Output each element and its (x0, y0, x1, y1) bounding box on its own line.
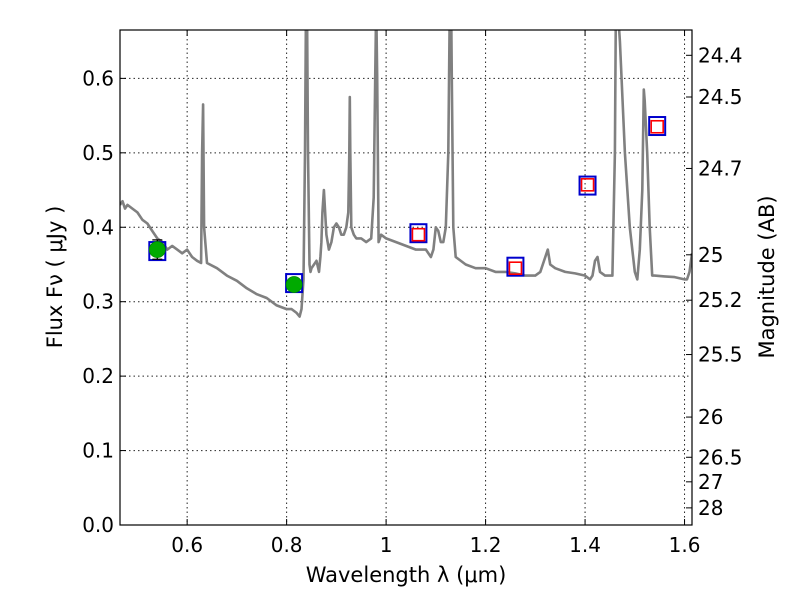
x-tick-label: 1.4 (569, 533, 601, 557)
tick-layer: 0.6 0.8 1 1.2 1.4 1.6 0.0 0.1 0.2 0.3 0.4 0.5 0.6 24.… (82, 30, 743, 557)
y-tick-label: 0.5 (82, 141, 114, 165)
x-tick-label: 1.2 (470, 533, 502, 557)
data-layer (120, 30, 692, 318)
model-photometry-square (578, 175, 597, 196)
x-tick-label: 1.6 (669, 533, 701, 557)
grid-layer (120, 30, 692, 526)
model-photometry-square (506, 256, 525, 277)
x-tick-label: 1 (380, 533, 393, 557)
x-tick-label: 0.6 (171, 533, 203, 557)
y-tick-label: 0.6 (82, 66, 114, 90)
mag-tick-label: 27 (698, 470, 723, 494)
mag-tick-label: 24.4 (698, 43, 743, 67)
plot-frame (119, 29, 693, 526)
y-tick-label: 0.4 (82, 215, 114, 239)
model-photometry-square (409, 223, 428, 244)
model-spectrum-line (120, 30, 692, 318)
predicted-photometry-square (411, 227, 426, 242)
y-tick-label: 0.2 (82, 364, 114, 388)
mag-tick-label: 28 (698, 496, 723, 520)
mag-tick-label: 24.7 (698, 156, 743, 180)
mag-tick-label: 25.2 (698, 288, 743, 312)
model-photometry-square (648, 116, 667, 137)
y-axis-title: Flux Fν ( μJy ) (43, 206, 67, 349)
predicted-photometry-square (508, 261, 523, 275)
y-tick-label: 0.3 (82, 290, 114, 314)
x-tick-label: 0.8 (271, 533, 303, 557)
observed-photometry-point (285, 276, 303, 293)
observed-photometry-point (148, 241, 166, 258)
y-tick-label: 0.0 (82, 513, 114, 537)
mag-tick-label: 24.5 (698, 85, 743, 109)
mag-tick-label: 25.5 (698, 343, 743, 367)
mag-tick-label: 26.5 (698, 445, 743, 469)
mag-tick-label: 26 (698, 405, 723, 429)
y-tick-label: 0.1 (82, 439, 114, 463)
x-axis-title: Wavelength λ (μm) (306, 563, 507, 587)
predicted-photometry-square (650, 119, 664, 134)
predicted-photometry-square (580, 178, 595, 192)
y2-axis-title: Magnitude (AB) (755, 195, 779, 358)
mag-tick-label: 25 (698, 243, 723, 267)
